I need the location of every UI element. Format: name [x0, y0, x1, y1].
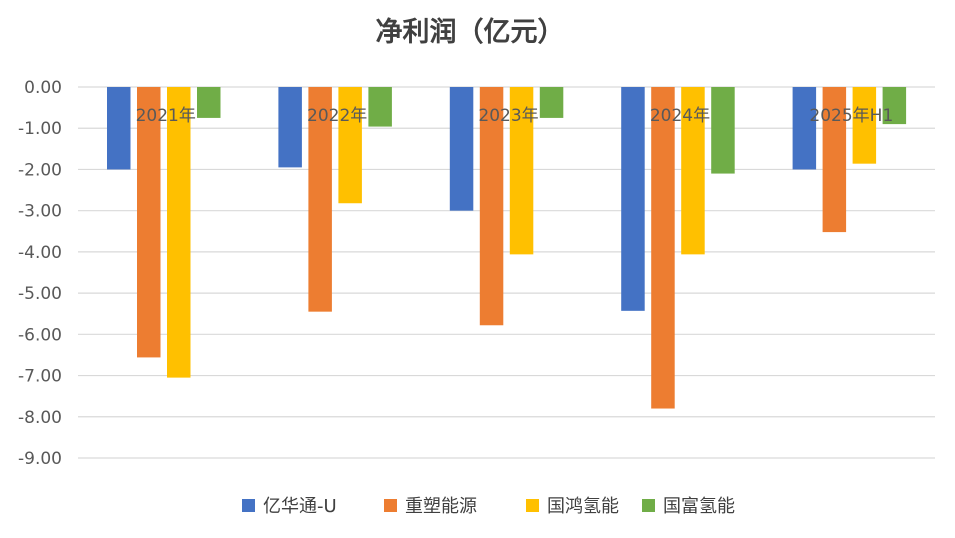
legend-label: 国富氢能 — [663, 496, 735, 517]
bar — [278, 87, 302, 168]
x-category-label: 2022年 — [307, 106, 367, 126]
bar — [107, 87, 131, 170]
y-tick-label: -4.00 — [18, 243, 62, 263]
y-tick-label: -3.00 — [18, 202, 62, 222]
bar — [792, 87, 817, 170]
y-tick-label: -2.00 — [18, 160, 62, 180]
y-tick-label: -8.00 — [18, 408, 62, 428]
legend-swatch — [526, 499, 539, 512]
legend-label: 国鸿氢能 — [547, 496, 619, 517]
bar — [621, 87, 645, 311]
bar — [852, 87, 877, 164]
bar — [711, 87, 735, 174]
y-axis-ticks: 0.00 -1.00 -2.00 -3.00 -4.00 -5.00 -6.00 -7.00 -… — [18, 78, 62, 469]
y-tick-label: -9.00 — [18, 449, 62, 469]
y-tick-label: -5.00 — [18, 284, 62, 304]
bar — [509, 87, 534, 255]
bar — [167, 87, 191, 378]
chart-title: 净利润（亿元） — [376, 16, 565, 48]
legend-swatch — [642, 499, 655, 512]
bar — [539, 87, 564, 118]
x-axis-categories: 2021年 2022年 2023年 2024年 2025年H1 — [136, 106, 894, 126]
bar — [882, 87, 907, 125]
bar — [479, 87, 504, 326]
legend-swatch — [384, 499, 397, 512]
bar — [308, 87, 332, 312]
legend-label: 重塑能源 — [405, 496, 477, 517]
bar — [681, 87, 705, 255]
legend-swatch — [242, 499, 255, 512]
legend-label: 亿华通-U — [263, 496, 337, 517]
bar — [368, 87, 392, 127]
x-category-label: 2023年 — [478, 106, 538, 126]
bar — [197, 87, 221, 118]
bar — [651, 87, 675, 409]
x-category-label: 2025年H1 — [809, 106, 893, 126]
y-tick-label: 0.00 — [24, 78, 62, 98]
bar — [137, 87, 161, 358]
bar — [338, 87, 362, 204]
bar — [822, 87, 847, 233]
bar — [449, 87, 474, 211]
y-tick-label: -1.00 — [18, 119, 62, 139]
y-tick-label: -6.00 — [18, 325, 62, 345]
legend: 亿华通-U 重塑能源 国鸿氢能 国富氢能 — [242, 496, 735, 517]
gridlines — [78, 86, 935, 459]
bars — [107, 87, 907, 409]
y-tick-label: -7.00 — [18, 367, 62, 387]
x-category-label: 2021年 — [136, 106, 196, 126]
x-category-label: 2024年 — [650, 106, 710, 126]
